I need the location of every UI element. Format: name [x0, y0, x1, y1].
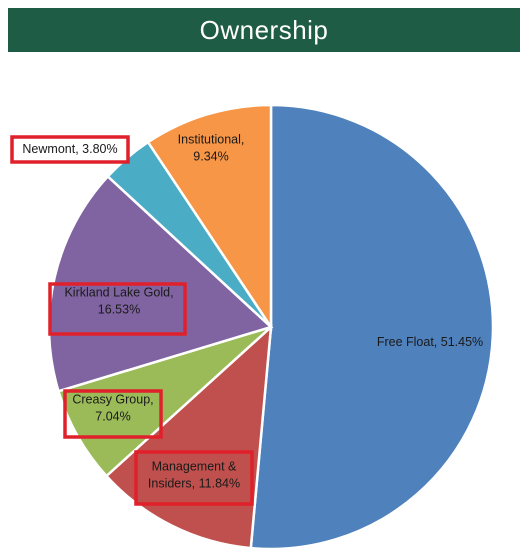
data-label-management-insiders: Management & Insiders, 11.84% — [148, 460, 240, 491]
data-label-kirkland-lake-gold: Kirkland Lake Gold, 16.53% — [64, 286, 173, 317]
highlight-box-kirkland-lake-gold — [48, 282, 187, 336]
data-label-newmont: Newmont, 3.80% — [22, 142, 117, 156]
pie-slice-free-float — [249, 103, 495, 551]
data-label-creasy-group: Creasy Group, 7.04% — [72, 393, 153, 424]
data-label-free-float: Free Float, 51.45% — [377, 335, 483, 349]
pie-slice-management-insiders — [104, 323, 273, 550]
highlight-box-management-insiders — [134, 450, 254, 506]
data-label-institutional: Institutional, 9.34% — [178, 133, 245, 164]
highlight-box-creasy-group — [63, 389, 163, 439]
highlight-box-newmont — [10, 135, 130, 164]
chart-title: Ownership — [8, 8, 520, 52]
pie-slice-institutional — [146, 103, 273, 332]
